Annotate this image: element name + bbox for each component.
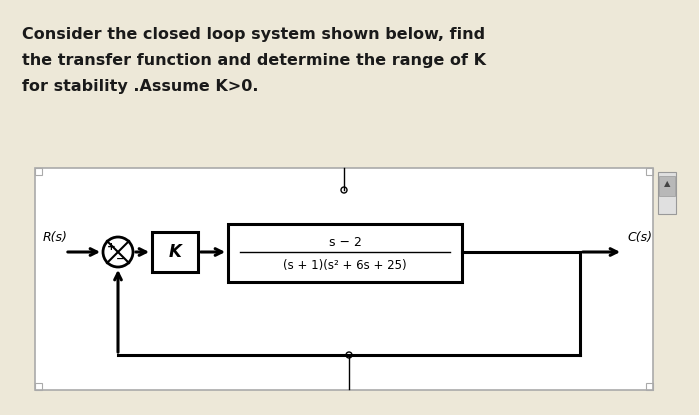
Text: R(s): R(s): [43, 231, 68, 244]
Bar: [646, 383, 653, 390]
Bar: [646, 168, 653, 175]
Text: ▲: ▲: [664, 180, 670, 188]
Circle shape: [103, 237, 133, 267]
Bar: [228, 224, 462, 282]
Text: C(s): C(s): [627, 231, 652, 244]
Bar: [152, 232, 198, 272]
Text: for stability .Assume K>0.: for stability .Assume K>0.: [22, 78, 259, 93]
Bar: [35, 383, 42, 390]
Bar: [658, 172, 676, 214]
Text: +: +: [107, 242, 115, 252]
Bar: [35, 168, 42, 175]
Text: s − 2: s − 2: [329, 235, 361, 249]
Text: K: K: [168, 243, 182, 261]
Text: (s + 1)(s² + 6s + 25): (s + 1)(s² + 6s + 25): [283, 259, 407, 271]
Text: the transfer function and determine the range of K: the transfer function and determine the …: [22, 53, 486, 68]
Text: −: −: [115, 254, 124, 264]
Bar: [659, 176, 675, 196]
Text: Consider the closed loop system shown below, find: Consider the closed loop system shown be…: [22, 27, 485, 42]
Bar: [35, 168, 653, 390]
